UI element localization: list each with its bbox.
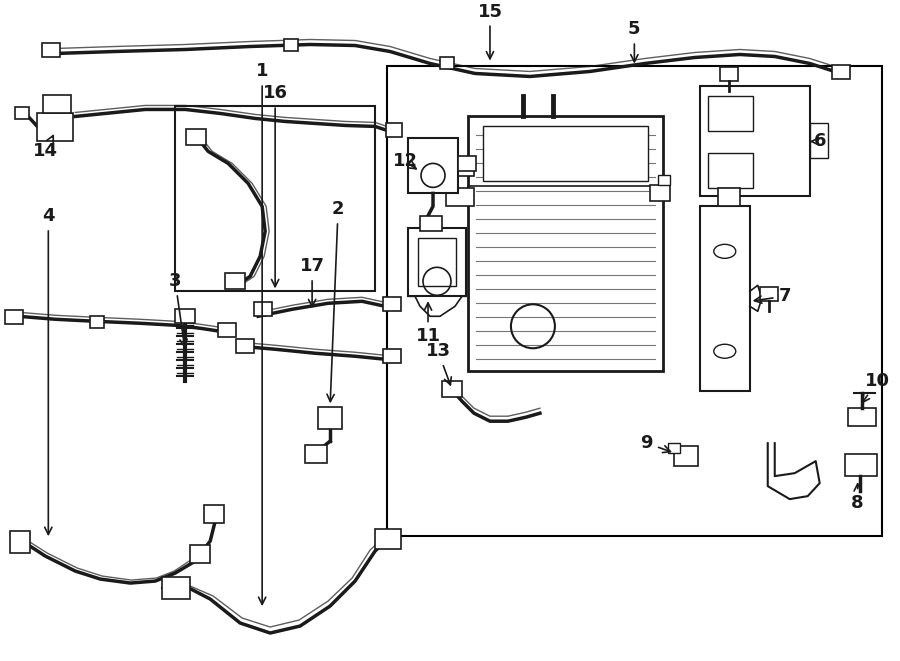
Bar [442,381,462,397]
Text: 1: 1 [256,63,268,604]
Bar [458,157,476,171]
Text: 4: 4 [42,208,55,535]
Text: 5: 5 [628,20,641,62]
Bar [668,443,680,453]
Bar [446,159,474,176]
Text: 2: 2 [327,200,345,402]
Bar [90,316,104,329]
Text: 17: 17 [300,257,325,307]
Bar [375,529,401,549]
Text: 8: 8 [851,484,864,512]
Bar [43,95,71,114]
Bar [305,445,327,463]
Bar [386,124,402,137]
Bar [383,297,401,311]
Bar [720,67,738,81]
Bar [162,577,190,599]
Bar [760,288,778,301]
Text: 9: 9 [641,434,670,453]
Text: 3: 3 [169,272,187,346]
Text: 16: 16 [263,85,288,287]
Bar [408,228,466,296]
Ellipse shape [714,245,736,258]
Bar [707,97,752,132]
Bar [11,531,31,553]
Bar [420,216,442,231]
Bar [700,87,810,196]
Bar [707,153,752,188]
Bar [176,309,195,323]
Bar [440,58,454,69]
Bar [236,339,254,353]
Bar [225,273,245,290]
Bar [810,124,828,159]
Ellipse shape [714,344,736,358]
Bar [848,408,876,426]
Bar [658,175,670,185]
Bar [254,302,272,316]
Bar [204,505,224,523]
Text: 13: 13 [426,342,451,385]
Bar [674,446,698,466]
Bar [718,188,740,206]
Bar [383,349,401,364]
Bar [5,310,23,325]
Text: 14: 14 [32,136,58,161]
Bar [650,185,670,202]
Text: 7: 7 [754,288,791,305]
Bar [318,407,342,429]
Bar [446,188,474,206]
Bar [408,138,458,194]
Bar [42,44,60,58]
Text: 6: 6 [811,132,826,151]
Bar [37,114,73,141]
Bar [186,130,206,145]
Bar [284,40,298,52]
Text: 12: 12 [392,153,418,171]
Bar [15,108,30,120]
Text: 15: 15 [478,3,502,59]
Bar [832,65,850,79]
Bar [700,206,750,391]
Bar [483,126,648,181]
Bar [845,454,877,476]
Bar [468,116,662,371]
Bar [176,106,375,292]
Bar [218,323,236,337]
Bar [418,239,456,286]
Text: 10: 10 [862,372,890,403]
Text: 11: 11 [416,303,440,345]
Bar [387,67,882,536]
Bar [190,545,211,563]
